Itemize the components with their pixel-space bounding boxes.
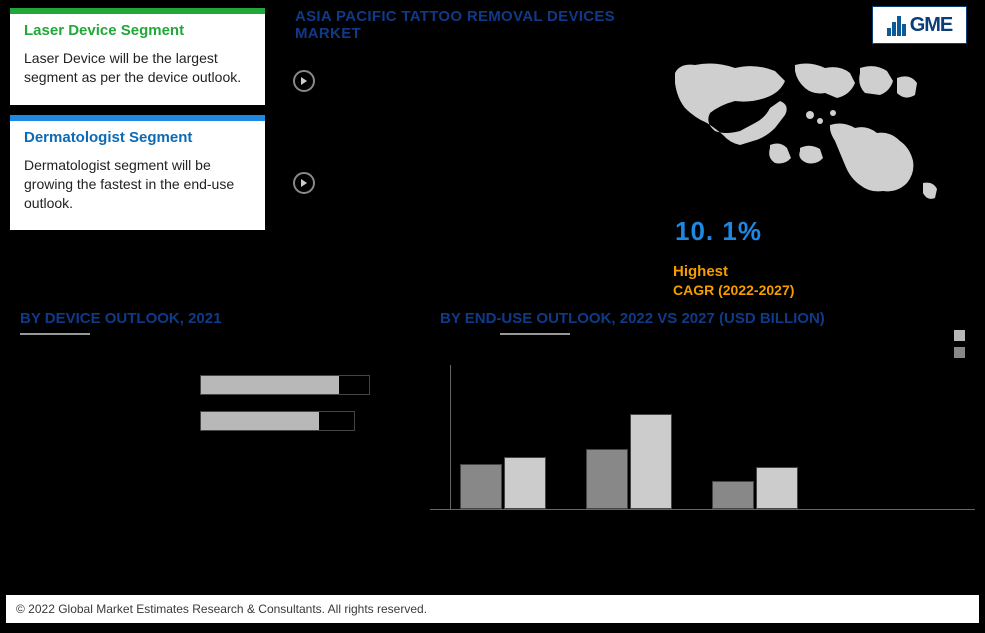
legend-swatch — [954, 347, 965, 358]
cagr-period: CAGR (2022-2027) — [673, 282, 975, 298]
card-accent-bar — [10, 115, 265, 121]
hbar-row — [200, 411, 355, 431]
dermatologist-card: Dermatologist Segment Dermatologist segm… — [10, 115, 265, 231]
asia-pacific-map — [665, 53, 955, 208]
chart-title: BY END-USE OUTLOOK, 2022 VS 2027 (USD BI… — [440, 310, 975, 327]
bar-group — [586, 414, 672, 509]
copyright-bar: © 2022 Global Market Estimates Research … — [6, 595, 979, 623]
vertical-bar-chart — [430, 365, 975, 510]
legend-swatch — [954, 330, 965, 341]
bullet-list — [293, 70, 645, 194]
logo-bars-icon — [887, 14, 906, 36]
title-underline — [20, 333, 90, 335]
chart-legend — [954, 330, 965, 358]
card-body: Laser Device will be the largest segment… — [24, 49, 251, 87]
cagr-value: 10. 1% — [675, 216, 975, 247]
card-title: Dermatologist Segment — [24, 129, 251, 146]
bullet-icon — [293, 70, 315, 92]
cagr-label: Highest — [673, 263, 975, 280]
logo-text: GME — [910, 14, 953, 37]
bar-group — [712, 467, 798, 509]
hbar-row — [200, 375, 370, 395]
card-title: Laser Device Segment — [24, 22, 251, 39]
enduse-outlook-chart: BY END-USE OUTLOOK, 2022 VS 2027 (USD BI… — [430, 310, 975, 510]
main-title: ASIA PACIFIC TATTOO REMOVAL DEVICES MARK… — [295, 8, 645, 42]
segment-cards: Laser Device Segment Laser Device will b… — [10, 8, 265, 298]
card-accent-bar — [10, 8, 265, 14]
device-outlook-chart: BY DEVICE OUTLOOK, 2021 — [10, 310, 410, 510]
chart-title: BY DEVICE OUTLOOK, 2021 — [20, 310, 410, 327]
gme-logo: GME — [872, 6, 967, 44]
card-body: Dermatologist segment will be growing th… — [24, 156, 251, 213]
title-underline — [500, 333, 570, 335]
bullet-icon — [293, 172, 315, 194]
horizontal-bar-chart — [10, 375, 410, 431]
bar-group — [460, 457, 546, 509]
laser-device-card: Laser Device Segment Laser Device will b… — [10, 8, 265, 105]
